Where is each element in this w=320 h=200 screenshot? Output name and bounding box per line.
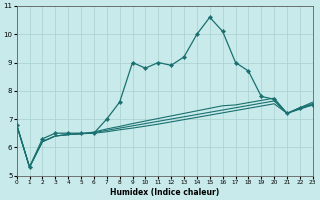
X-axis label: Humidex (Indice chaleur): Humidex (Indice chaleur) [110, 188, 219, 197]
